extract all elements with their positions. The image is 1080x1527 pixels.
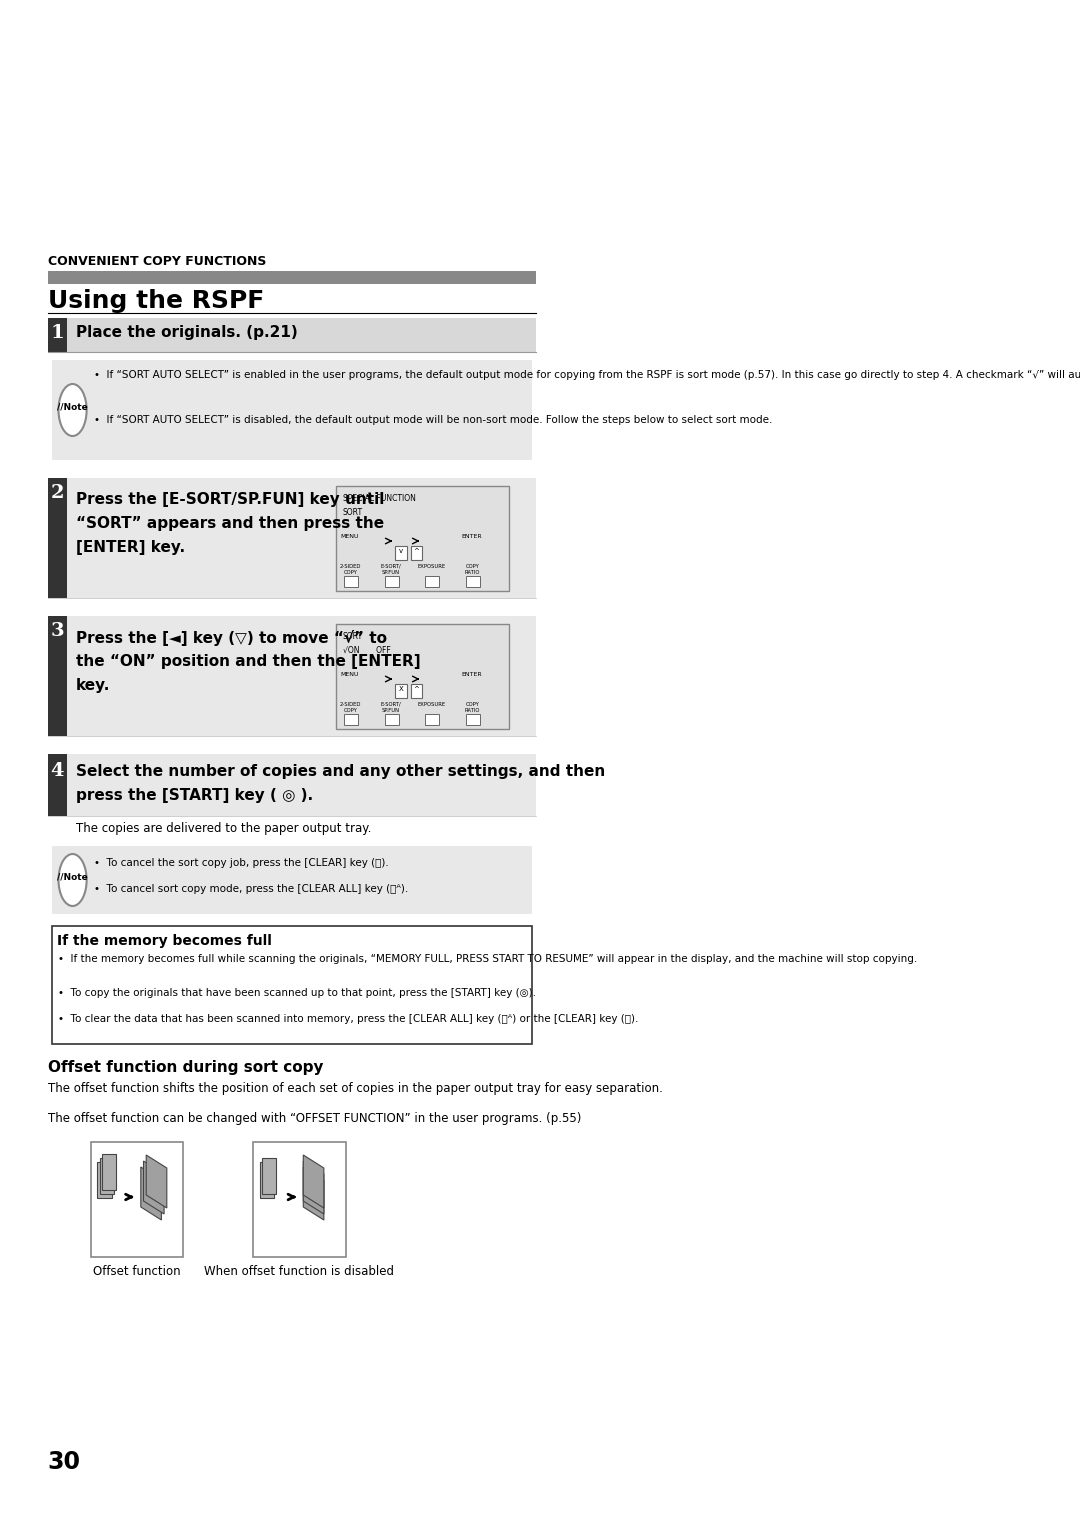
Text: •  To cancel sort copy mode, press the [CLEAR ALL] key (Ⓒᴬ).: • To cancel sort copy mode, press the [C… bbox=[94, 884, 408, 893]
Text: press the [START] key ( ◎ ).: press the [START] key ( ◎ ). bbox=[76, 788, 313, 803]
Text: Offset function: Offset function bbox=[93, 1264, 180, 1278]
Bar bbox=[410, 684, 422, 698]
Text: When offset function is disabled: When offset function is disabled bbox=[204, 1264, 394, 1278]
Text: SORT: SORT bbox=[342, 632, 363, 641]
Text: Press the [◄] key (▽) to move “√” to: Press the [◄] key (▽) to move “√” to bbox=[76, 631, 387, 646]
Text: EXPOSURE: EXPOSURE bbox=[418, 563, 446, 570]
Text: MENU: MENU bbox=[340, 534, 359, 539]
Text: COPY
RATIO: COPY RATIO bbox=[464, 702, 480, 713]
Text: •  If “SORT AUTO SELECT” is enabled in the user programs, the default output mod: • If “SORT AUTO SELECT” is enabled in th… bbox=[94, 370, 1080, 380]
Text: key.: key. bbox=[76, 678, 110, 693]
Bar bbox=[48, 615, 67, 736]
Bar bbox=[465, 576, 480, 586]
Polygon shape bbox=[303, 1154, 324, 1208]
Bar bbox=[395, 684, 407, 698]
Bar bbox=[426, 576, 440, 586]
Bar bbox=[260, 1162, 274, 1199]
Text: Press the [E-SORT/SP.FUN] key until: Press the [E-SORT/SP.FUN] key until bbox=[76, 492, 384, 507]
Polygon shape bbox=[144, 1161, 164, 1214]
Bar bbox=[67, 754, 536, 815]
Text: •  To clear the data that has been scanned into memory, press the [CLEAR ALL] ke: • To clear the data that has been scanne… bbox=[58, 1014, 639, 1025]
Text: •  If the memory becomes full while scanning the originals, “MEMORY FULL, PRESS : • If the memory becomes full while scann… bbox=[58, 954, 918, 964]
Polygon shape bbox=[303, 1167, 324, 1220]
Bar bbox=[254, 1142, 346, 1257]
Bar bbox=[91, 1142, 183, 1257]
Bar bbox=[410, 547, 422, 560]
Text: //Note: //Note bbox=[57, 402, 87, 411]
Bar bbox=[67, 318, 536, 353]
Bar bbox=[48, 478, 67, 599]
Text: 4: 4 bbox=[51, 762, 64, 780]
Text: •  To cancel the sort copy job, press the [CLEAR] key (Ⓒ).: • To cancel the sort copy job, press the… bbox=[94, 858, 389, 867]
Text: The offset function shifts the position of each set of copies in the paper outpu: The offset function shifts the position … bbox=[48, 1083, 662, 1095]
Text: SORT: SORT bbox=[342, 508, 363, 518]
Text: //Note: //Note bbox=[57, 872, 87, 881]
Polygon shape bbox=[146, 1154, 166, 1208]
Text: SPECIAL FUNCTION: SPECIAL FUNCTION bbox=[342, 495, 416, 502]
Text: Place the originals. (p.21): Place the originals. (p.21) bbox=[76, 325, 298, 341]
Bar bbox=[336, 486, 509, 591]
Text: E-SORT/
SP.FUN: E-SORT/ SP.FUN bbox=[380, 563, 402, 574]
Bar bbox=[384, 715, 399, 725]
Text: E-SORT/
SP.FUN: E-SORT/ SP.FUN bbox=[380, 702, 402, 713]
Text: COPY
RATIO: COPY RATIO bbox=[464, 563, 480, 574]
Bar bbox=[395, 547, 407, 560]
Bar bbox=[52, 925, 531, 1044]
Bar bbox=[67, 615, 536, 736]
Bar bbox=[67, 478, 536, 599]
Bar bbox=[340, 492, 435, 528]
Text: ^: ^ bbox=[414, 686, 419, 692]
Text: ENTER: ENTER bbox=[461, 672, 482, 676]
Text: 30: 30 bbox=[48, 1451, 81, 1474]
Bar bbox=[48, 754, 67, 815]
Text: “SORT” appears and then press the: “SORT” appears and then press the bbox=[76, 516, 384, 531]
Bar bbox=[426, 715, 440, 725]
Circle shape bbox=[58, 854, 86, 906]
Text: The offset function can be changed with “OFFSET FUNCTION” in the user programs. : The offset function can be changed with … bbox=[48, 1112, 581, 1125]
Text: 3: 3 bbox=[51, 621, 64, 640]
Text: The copies are delivered to the paper output tray.: The copies are delivered to the paper ou… bbox=[76, 822, 372, 835]
Bar bbox=[384, 576, 399, 586]
Bar bbox=[336, 625, 509, 728]
Text: Select the number of copies and any other settings, and then: Select the number of copies and any othe… bbox=[76, 764, 605, 779]
Text: •  To copy the originals that have been scanned up to that point, press the [STA: • To copy the originals that have been s… bbox=[58, 988, 537, 999]
Bar bbox=[52, 360, 531, 460]
Text: the “ON” position and then the [ENTER]: the “ON” position and then the [ENTER] bbox=[76, 654, 420, 669]
Polygon shape bbox=[303, 1161, 324, 1214]
Bar bbox=[48, 270, 536, 284]
Bar bbox=[262, 1157, 276, 1194]
Text: √ON       OFF: √ON OFF bbox=[342, 646, 391, 655]
Text: Offset function during sort copy: Offset function during sort copy bbox=[48, 1060, 323, 1075]
Text: If the memory becomes full: If the memory becomes full bbox=[57, 935, 272, 948]
Text: MENU: MENU bbox=[340, 672, 359, 676]
Text: Using the RSPF: Using the RSPF bbox=[48, 289, 264, 313]
Bar bbox=[343, 576, 357, 586]
Text: v: v bbox=[400, 548, 403, 554]
Text: 2: 2 bbox=[51, 484, 64, 502]
Text: •  If “SORT AUTO SELECT” is disabled, the default output mode will be non-sort m: • If “SORT AUTO SELECT” is disabled, the… bbox=[94, 415, 772, 425]
Text: 2-SIDED
COPY: 2-SIDED COPY bbox=[340, 702, 361, 713]
Bar bbox=[48, 318, 67, 353]
Bar bbox=[102, 1154, 116, 1190]
Bar bbox=[99, 1157, 113, 1194]
Bar bbox=[465, 715, 480, 725]
Bar bbox=[340, 629, 435, 667]
Polygon shape bbox=[140, 1167, 161, 1220]
Text: ^: ^ bbox=[414, 548, 419, 554]
Bar bbox=[97, 1162, 111, 1199]
Text: CONVENIENT COPY FUNCTIONS: CONVENIENT COPY FUNCTIONS bbox=[48, 255, 266, 269]
Circle shape bbox=[58, 383, 86, 437]
Text: ENTER: ENTER bbox=[461, 534, 482, 539]
Bar bbox=[52, 846, 531, 915]
Bar bbox=[343, 715, 357, 725]
Text: 2-SIDED
COPY: 2-SIDED COPY bbox=[340, 563, 361, 574]
Text: [ENTER] key.: [ENTER] key. bbox=[76, 541, 185, 554]
Text: X: X bbox=[399, 686, 404, 692]
Text: 1: 1 bbox=[51, 324, 65, 342]
Text: EXPOSURE: EXPOSURE bbox=[418, 702, 446, 707]
